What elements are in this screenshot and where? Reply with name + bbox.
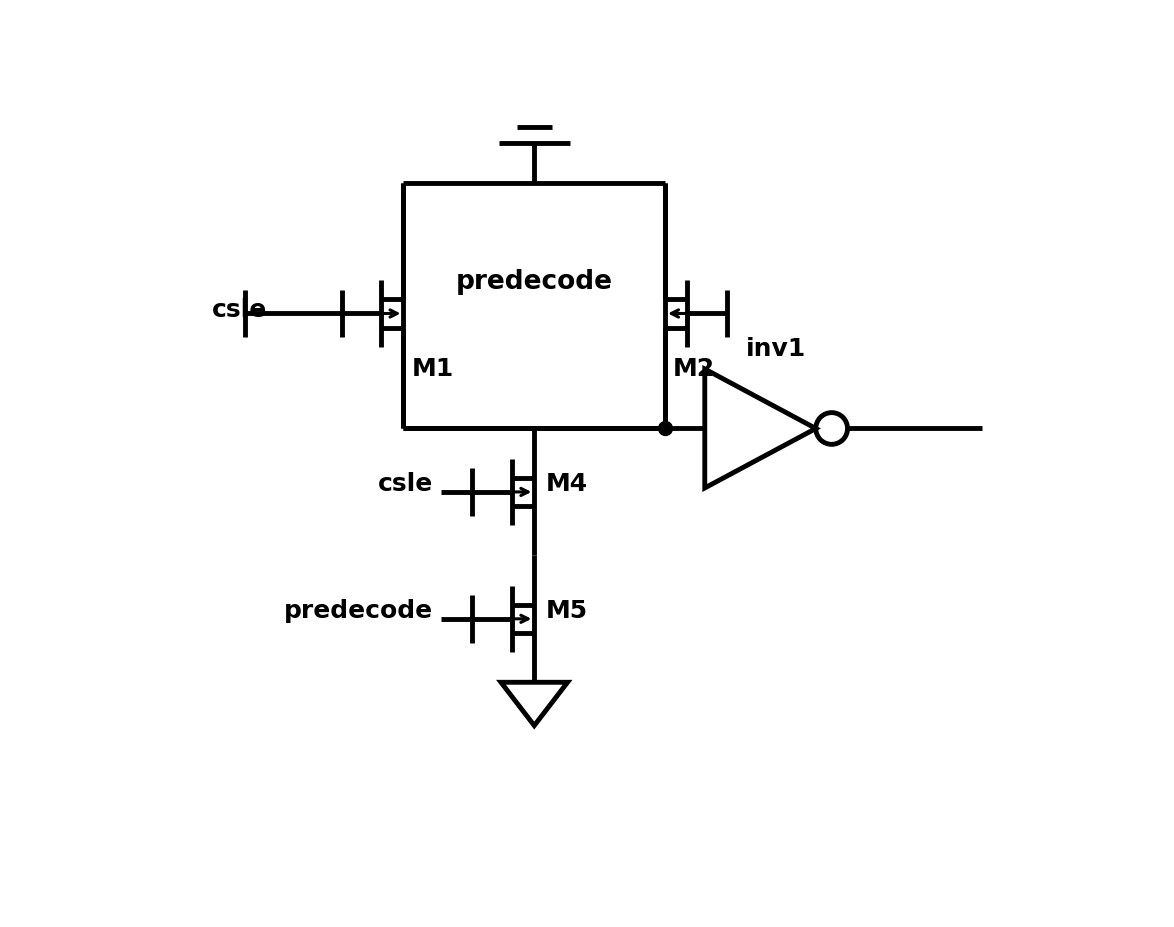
Text: M5: M5 — [546, 599, 588, 623]
Text: predecode: predecode — [284, 599, 433, 623]
Text: csle: csle — [211, 298, 266, 322]
Text: M1: M1 — [411, 357, 453, 381]
Text: csle: csle — [378, 472, 433, 496]
Text: M4: M4 — [546, 472, 588, 496]
Text: predecode: predecode — [456, 269, 613, 295]
Text: M2: M2 — [673, 357, 715, 381]
Text: inv1: inv1 — [745, 337, 807, 362]
